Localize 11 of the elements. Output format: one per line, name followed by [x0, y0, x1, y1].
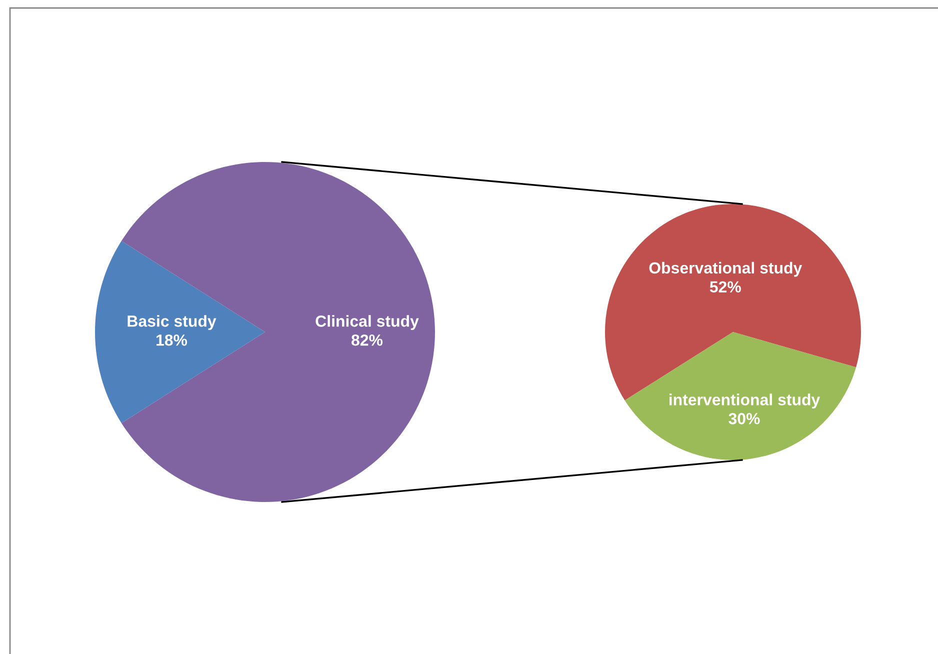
pie-slice [121, 162, 435, 502]
slice-label: interventional study [669, 394, 820, 409]
pie-slice [624, 332, 856, 460]
data-label: 82% [352, 334, 383, 346]
slice-label: Basic study [128, 315, 216, 330]
data-label: 30% [728, 413, 760, 424]
slice-label: Observational study [649, 262, 802, 277]
data-label: 18% [156, 334, 188, 346]
pie-slice [95, 240, 265, 424]
slice-label: Clinical study [316, 315, 419, 330]
data-label: 52% [710, 281, 741, 293]
